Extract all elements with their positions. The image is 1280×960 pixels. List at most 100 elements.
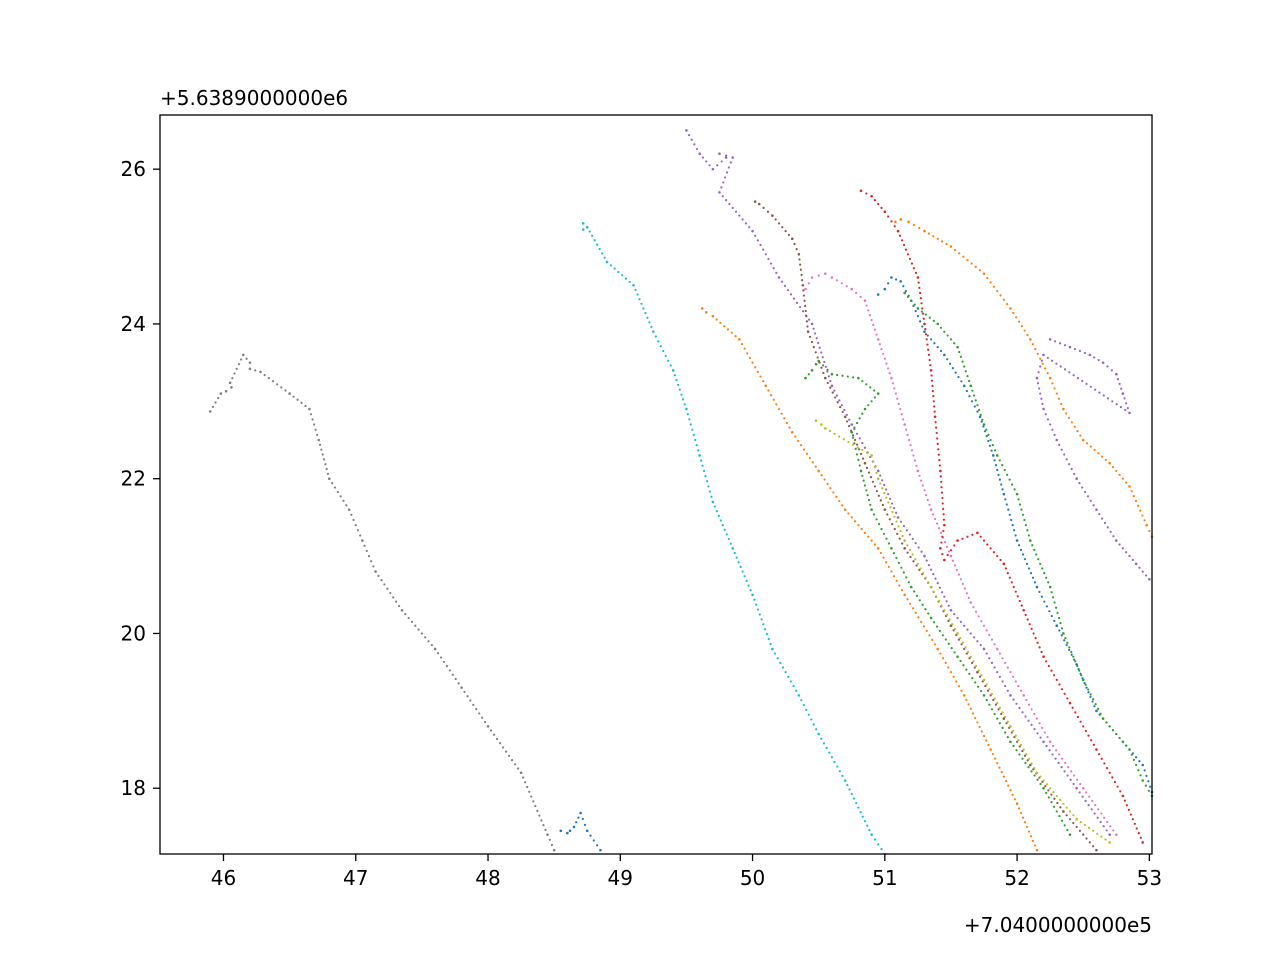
data-point (1042, 786, 1045, 790)
data-point (900, 239, 904, 242)
data-point (953, 544, 956, 547)
data-point (1141, 763, 1145, 767)
data-point (985, 435, 988, 438)
data-point (762, 623, 765, 626)
data-point (685, 129, 688, 132)
data-point (800, 699, 803, 702)
data-point (1020, 508, 1023, 511)
data-point (1097, 358, 1100, 362)
data-point (1141, 841, 1145, 844)
data-point (976, 640, 979, 643)
data-point (962, 255, 965, 258)
data-point (1072, 782, 1075, 786)
data-point (901, 534, 904, 537)
data-point (292, 395, 295, 398)
data-point (361, 539, 364, 542)
data-point (873, 485, 877, 488)
data-point (1055, 749, 1058, 752)
data-point (807, 318, 811, 321)
data-point (1036, 778, 1039, 781)
data-point (572, 825, 576, 829)
data-point (1015, 749, 1018, 752)
data-point (865, 489, 868, 492)
data-point (1091, 700, 1094, 703)
data-point (457, 682, 460, 685)
data-point (1079, 434, 1082, 437)
data-point (939, 326, 943, 329)
data-point (903, 539, 906, 542)
data-point (596, 243, 599, 246)
data-point (979, 535, 982, 538)
data-point (1038, 387, 1041, 390)
data-point (894, 220, 897, 224)
data-point (1009, 725, 1012, 728)
data-point (519, 771, 523, 775)
data-point (900, 413, 903, 416)
data-point (882, 556, 885, 559)
data-point (979, 689, 983, 693)
data-point (887, 501, 890, 504)
data-point (1105, 767, 1109, 770)
data-point (777, 222, 781, 225)
data-point (957, 375, 960, 379)
data-point (936, 582, 939, 585)
data-point (1039, 736, 1042, 739)
data-point (928, 358, 931, 362)
data-point (1056, 611, 1059, 614)
data-point (756, 239, 759, 242)
data-point (836, 373, 839, 377)
data-point (1022, 608, 1025, 612)
data-point (867, 498, 871, 502)
data-point (890, 376, 893, 380)
data-point (767, 389, 770, 392)
data-point (822, 364, 825, 367)
data-point (254, 369, 257, 372)
data-point (989, 547, 992, 550)
data-point (1018, 753, 1021, 756)
data-point (542, 824, 545, 827)
data-point (1090, 739, 1093, 742)
data-point (1035, 717, 1039, 720)
data-point (593, 239, 596, 242)
data-point (1043, 731, 1046, 734)
data-point (901, 542, 904, 545)
data-point (486, 725, 490, 728)
data-point (1042, 779, 1045, 782)
data-point (1056, 801, 1059, 805)
data-point (934, 421, 937, 424)
data-point (857, 458, 860, 461)
data-point (730, 331, 733, 334)
data-point (492, 733, 496, 736)
track-12 (1035, 338, 1151, 581)
data-point (863, 820, 867, 823)
data-point (1042, 740, 1045, 744)
data-point (1145, 774, 1148, 777)
data-point (1009, 671, 1012, 674)
data-point (814, 419, 818, 422)
data-point (993, 712, 996, 716)
data-point (985, 652, 988, 655)
data-point (762, 248, 765, 251)
data-point (664, 354, 667, 357)
data-point (939, 349, 943, 353)
data-point (888, 518, 891, 521)
data-point (1023, 518, 1026, 522)
data-point (909, 585, 913, 589)
data-point (673, 374, 676, 377)
data-point (581, 222, 585, 225)
data-point (1078, 482, 1081, 485)
data-point (982, 647, 986, 651)
data-point (939, 469, 942, 473)
data-point (924, 333, 928, 336)
data-point (1004, 498, 1007, 501)
data-point (956, 616, 959, 620)
data-point (910, 449, 914, 452)
data-point (1060, 448, 1063, 451)
data-point (1052, 744, 1055, 748)
data-point (969, 632, 972, 635)
data-point (941, 240, 944, 243)
y-tick-label: 26 (121, 157, 146, 181)
data-point (798, 258, 801, 261)
data-point (1048, 376, 1052, 380)
data-point (697, 449, 700, 452)
